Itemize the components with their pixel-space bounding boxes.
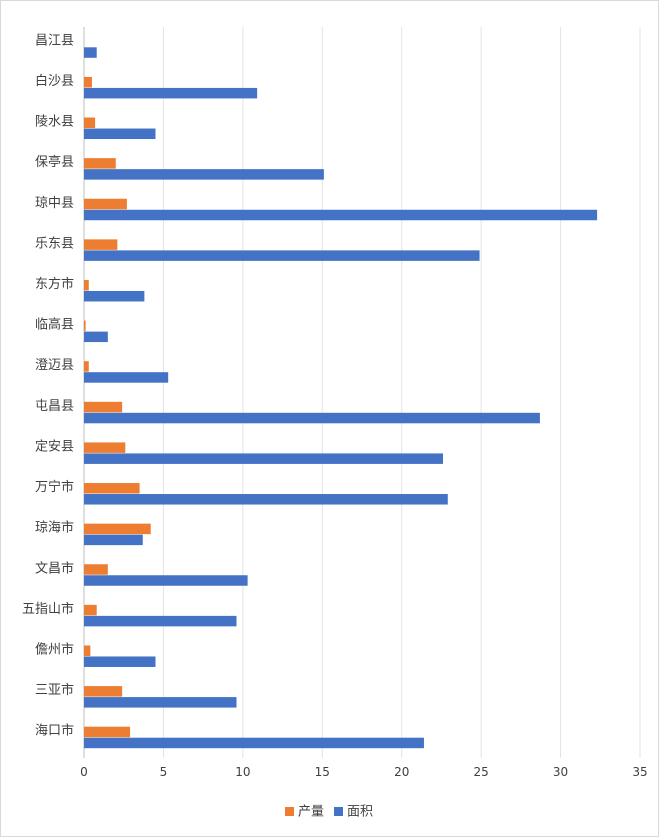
- bar-production-4: [84, 198, 127, 210]
- category-label-12: 琼海市: [35, 520, 74, 536]
- category-label-16: 三亚市: [35, 682, 74, 698]
- category-label-3: 保亭县: [35, 154, 74, 170]
- bar-area-4: [84, 209, 598, 221]
- bar-production-6: [84, 279, 89, 291]
- bar-production-3: [84, 158, 116, 169]
- bar-area-1: [84, 87, 258, 99]
- bar-area-17: [84, 737, 424, 749]
- bar-area-16: [84, 697, 237, 708]
- category-label-0: 昌江县: [35, 33, 74, 48]
- bar-area-3: [84, 169, 324, 180]
- bar-area-6: [84, 290, 145, 302]
- tick-label-20: 20: [394, 765, 409, 779]
- bar-production-5: [84, 239, 118, 250]
- bar-area-15: [84, 656, 156, 667]
- bar-area-2: [84, 128, 156, 140]
- bar-production-2: [84, 117, 96, 129]
- category-label-10: 定安县: [35, 439, 74, 454]
- bar-area-7: [84, 331, 108, 343]
- category-label-13: 文昌市: [35, 560, 74, 576]
- bar-production-13: [84, 564, 108, 575]
- category-label-11: 万宁市: [35, 479, 74, 495]
- category-label-17: 海口市: [35, 723, 74, 739]
- bar-area-0: [84, 47, 97, 58]
- legend: 产量 面积: [285, 805, 373, 820]
- bar-production-10: [84, 442, 126, 453]
- bar-production-1: [84, 76, 92, 88]
- bar-production-14: [84, 604, 97, 616]
- x-tick-labels: 0 5 10 15 20 25 30 35: [80, 765, 647, 779]
- bar-area-13: [84, 575, 248, 586]
- category-label-1: 白沙县: [35, 73, 74, 89]
- tick-label-25: 25: [474, 765, 489, 779]
- legend-swatch-production: [285, 807, 294, 816]
- bar-area-11: [84, 494, 448, 505]
- bar-production-16: [84, 686, 123, 697]
- bar-area-12: [84, 534, 143, 546]
- category-label-9: 屯昌县: [35, 399, 74, 414]
- category-label-15: 儋州市: [35, 641, 74, 657]
- bar-area-14: [84, 615, 237, 627]
- tick-label-0: 0: [80, 765, 88, 779]
- tick-label-5: 5: [160, 765, 168, 779]
- legend-label-area: 面积: [347, 805, 373, 820]
- legend-label-production: 产量: [298, 805, 324, 820]
- bar-area-9: [84, 412, 540, 424]
- bar-production-9: [84, 401, 123, 413]
- category-labels: 昌江县白沙县陵水县保亭县琼中县乐东县东方市临高县澄迈县屯昌县定安县万宁市琼海市文…: [22, 33, 74, 738]
- tick-label-15: 15: [315, 765, 330, 779]
- category-label-2: 陵水县: [35, 115, 74, 130]
- category-label-8: 澄迈县: [35, 358, 74, 373]
- grid-lines: [83, 27, 641, 758]
- bar-production-7: [84, 320, 86, 332]
- bar-production-8: [84, 361, 89, 372]
- tick-label-10: 10: [235, 765, 250, 779]
- category-label-7: 临高县: [35, 317, 74, 333]
- category-label-4: 琼中县: [35, 196, 74, 211]
- bar-production-12: [84, 523, 151, 535]
- bar-area-10: [84, 453, 444, 464]
- tick-label-35: 35: [632, 765, 647, 779]
- tick-label-30: 30: [553, 765, 568, 779]
- bar-area-5: [84, 250, 480, 261]
- category-label-6: 东方市: [35, 276, 74, 292]
- bar-production-17: [84, 726, 131, 738]
- bar-production-11: [84, 483, 140, 494]
- bar-area-8: [84, 372, 169, 383]
- category-label-14: 五指山市: [22, 601, 74, 617]
- category-label-5: 乐东县: [35, 236, 74, 251]
- bar-production-15: [84, 645, 91, 656]
- legend-swatch-area: [334, 807, 343, 816]
- bars-group: [84, 47, 598, 749]
